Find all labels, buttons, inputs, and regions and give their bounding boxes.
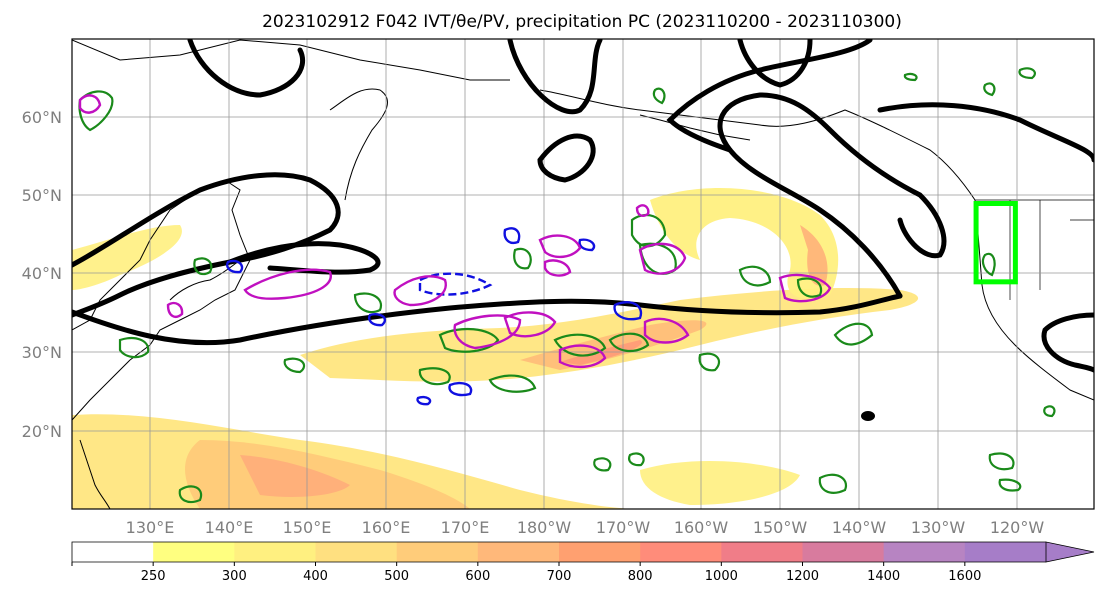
pv-contour-ne (877, 102, 1094, 163)
colorbar-segments (71, 541, 1095, 563)
lon-label-160e: 160°E (362, 518, 411, 537)
colorbar-tick-label: 600 (465, 569, 490, 584)
map-area (72, 39, 1094, 509)
colorbar-segment (883, 542, 966, 562)
colorbar-tick-label: 500 (384, 569, 409, 584)
coast-philippines (79, 439, 111, 509)
colorbar-segment (964, 542, 1047, 562)
lon-axis: 130°E 140°E 150°E 160°E 170°E 180°W 170°… (126, 518, 1045, 537)
pv-contour-arctic (666, 39, 873, 153)
pv-contour-loop (537, 133, 596, 183)
lon-label-130e: 130°E (126, 518, 175, 537)
pv-contour-north (187, 39, 306, 98)
lon-label-140e: 140°E (205, 518, 254, 537)
lon-label-130w: 130°W (911, 518, 966, 537)
lon-label-140w: 140°W (832, 518, 887, 537)
pv-contours (72, 39, 1094, 373)
pv-contour-ridge (717, 92, 947, 299)
coast-japan (169, 259, 241, 301)
colorbar-tick-label: 1400 (867, 569, 900, 584)
coastlines (72, 39, 1094, 509)
coast-kamchatka (329, 88, 388, 201)
coast-asia (72, 179, 251, 421)
colorbar-tick-label: 1600 (948, 569, 981, 584)
colorbar-tick-label: 400 (303, 569, 328, 584)
colorbar-segment (153, 542, 235, 562)
colorbar-tick-label: 1000 (705, 569, 738, 584)
map-frame (71, 38, 1095, 510)
ivt-south-core2 (240, 455, 350, 497)
colorbar-segment (234, 542, 316, 562)
colorbar-segment (721, 542, 803, 562)
colorbar-segment (396, 542, 479, 562)
colorbar-ticks: 250 300 400 500 600 700 800 1000 1200 1400 1600 (71, 562, 981, 584)
pv-contour-topright (737, 39, 813, 88)
pv-contours-magenta (78, 94, 832, 369)
pv-contour-inner (227, 241, 381, 275)
colorbar-tick-label: 300 (222, 569, 247, 584)
colorbar-tick-label: 700 (547, 569, 572, 584)
ivt-se (640, 460, 800, 505)
pv-contour-upper (72, 172, 341, 318)
ivt-loop-core (800, 225, 828, 286)
lat-label-40: 40°N (22, 264, 62, 283)
highlight-region-box (973, 201, 1018, 285)
colorbar-segment (559, 542, 641, 562)
gridlines (72, 39, 1094, 509)
ivt-loop (650, 188, 839, 299)
lat-label-30: 30°N (22, 343, 62, 362)
colorbar-tick-label: 800 (628, 569, 653, 584)
lon-label-120w: 120°W (990, 518, 1045, 537)
colorbar-tick-label: 1200 (786, 569, 819, 584)
lat-label-50: 50°N (22, 186, 62, 205)
colorbar-segment (72, 542, 154, 562)
chart-title: 2023102912 F042 IVT/θe/PV, precipitation… (262, 12, 902, 32)
colorbar: 250 300 400 500 600 700 800 1000 1200 1400 1600 (71, 541, 1095, 584)
lat-label-20: 20°N (22, 422, 62, 441)
colorbar-tick-label: 250 (141, 569, 166, 584)
coast-alaska (539, 89, 976, 201)
lat-label-60: 60°N (22, 108, 62, 127)
lon-label-180w: 180°W (517, 518, 572, 537)
pv-contour-north2 (507, 39, 603, 115)
coast-north-asia (72, 39, 510, 81)
lon-label-150w: 150°W (753, 518, 808, 537)
colorbar-extend-arrow (1045, 541, 1095, 563)
colorbar-segment (802, 542, 885, 562)
precip-contours-blue (226, 227, 643, 406)
pv-contour-se (1041, 312, 1094, 373)
colorbar-segment (477, 542, 560, 562)
lon-label-150e: 150°E (283, 518, 332, 537)
lon-label-170w: 170°W (596, 518, 651, 537)
coast-na-west (974, 199, 1094, 401)
precip-blob-black (861, 411, 875, 421)
ivt-west (72, 225, 182, 290)
lat-axis: 60°N 50°N 40°N 30°N 20°N (22, 108, 62, 441)
lon-label-170e: 170°E (441, 518, 490, 537)
lon-label-160w: 160°W (674, 518, 729, 537)
colorbar-segment (640, 542, 722, 562)
pv-contour-main (72, 293, 903, 346)
colorbar-segment (315, 542, 398, 562)
coast-aleutians (639, 114, 751, 141)
